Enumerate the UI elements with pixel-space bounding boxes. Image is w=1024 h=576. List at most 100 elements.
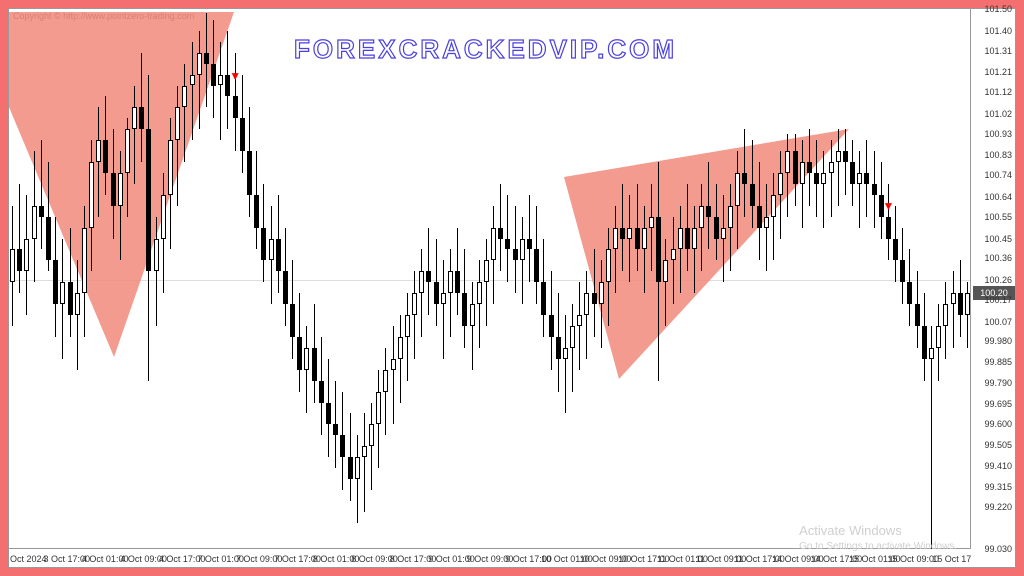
candle[interactable] bbox=[498, 184, 503, 271]
candle[interactable] bbox=[46, 162, 51, 271]
candle[interactable] bbox=[671, 217, 676, 304]
candle[interactable] bbox=[864, 140, 869, 217]
candle[interactable] bbox=[276, 195, 281, 293]
candle[interactable] bbox=[491, 206, 496, 304]
candle[interactable] bbox=[785, 134, 790, 217]
candle[interactable] bbox=[699, 184, 704, 271]
candle[interactable] bbox=[383, 348, 388, 435]
candle[interactable] bbox=[355, 435, 360, 522]
candle[interactable] bbox=[348, 413, 353, 500]
candle[interactable] bbox=[649, 184, 654, 271]
candle[interactable] bbox=[706, 162, 711, 249]
candle[interactable] bbox=[627, 195, 632, 282]
candle[interactable] bbox=[434, 239, 439, 326]
candle[interactable] bbox=[513, 206, 518, 293]
candle[interactable] bbox=[936, 304, 941, 381]
candle[interactable] bbox=[951, 271, 956, 348]
candle[interactable] bbox=[836, 129, 841, 206]
candle[interactable] bbox=[721, 195, 726, 282]
candle[interactable] bbox=[922, 293, 927, 380]
candle[interactable] bbox=[60, 239, 65, 359]
candle[interactable] bbox=[441, 260, 446, 358]
candle[interactable] bbox=[82, 206, 87, 337]
candle[interactable] bbox=[154, 217, 159, 326]
candle[interactable] bbox=[10, 206, 15, 326]
candle[interactable] bbox=[735, 151, 740, 249]
candle[interactable] bbox=[807, 129, 812, 206]
candle[interactable] bbox=[304, 326, 309, 413]
candle[interactable] bbox=[778, 151, 783, 238]
candle[interactable] bbox=[405, 293, 410, 380]
candle[interactable] bbox=[821, 151, 826, 228]
candle[interactable] bbox=[146, 75, 151, 381]
candle[interactable] bbox=[297, 293, 302, 391]
candle[interactable] bbox=[642, 206, 647, 293]
candle[interactable] bbox=[233, 53, 238, 151]
candle[interactable] bbox=[771, 173, 776, 260]
candle[interactable] bbox=[527, 195, 532, 282]
candle[interactable] bbox=[426, 228, 431, 315]
candle[interactable] bbox=[340, 392, 345, 490]
candle[interactable] bbox=[620, 184, 625, 271]
candle[interactable] bbox=[261, 184, 266, 282]
candle[interactable] bbox=[412, 271, 417, 358]
candle[interactable] bbox=[757, 162, 762, 260]
candle[interactable] bbox=[692, 206, 697, 293]
candle[interactable] bbox=[606, 228, 611, 326]
candle[interactable] bbox=[283, 228, 288, 326]
candle[interactable] bbox=[958, 260, 963, 337]
candle[interactable] bbox=[247, 107, 252, 216]
candle[interactable] bbox=[53, 217, 58, 337]
candle[interactable] bbox=[290, 260, 295, 358]
candle[interactable] bbox=[678, 206, 683, 293]
candle[interactable] bbox=[175, 86, 180, 206]
candle[interactable] bbox=[635, 184, 640, 271]
candle[interactable] bbox=[326, 359, 331, 457]
candle[interactable] bbox=[96, 107, 101, 216]
candle[interactable] bbox=[39, 140, 44, 249]
candle[interactable] bbox=[269, 206, 274, 304]
candle[interactable] bbox=[907, 249, 912, 326]
candle[interactable] bbox=[333, 381, 338, 468]
candle[interactable] bbox=[182, 64, 187, 162]
candle[interactable] bbox=[168, 118, 173, 249]
candle[interactable] bbox=[793, 134, 798, 206]
candle[interactable] bbox=[17, 184, 22, 293]
candle[interactable] bbox=[376, 370, 381, 468]
candle[interactable] bbox=[900, 228, 905, 305]
candle[interactable] bbox=[570, 304, 575, 391]
candle[interactable] bbox=[886, 184, 891, 261]
candle[interactable] bbox=[599, 260, 604, 347]
candle[interactable] bbox=[750, 140, 755, 227]
candle[interactable] bbox=[89, 140, 94, 271]
candle[interactable] bbox=[549, 271, 554, 369]
candle[interactable] bbox=[477, 260, 482, 347]
candle[interactable] bbox=[577, 282, 582, 369]
candle[interactable] bbox=[829, 140, 834, 217]
candle[interactable] bbox=[541, 239, 546, 337]
candle[interactable] bbox=[132, 86, 137, 184]
candle[interactable] bbox=[728, 184, 733, 271]
candle[interactable] bbox=[857, 151, 862, 228]
candle[interactable] bbox=[462, 249, 467, 347]
candle[interactable] bbox=[455, 228, 460, 315]
candle[interactable] bbox=[520, 217, 525, 304]
candle[interactable] bbox=[139, 53, 144, 162]
candle[interactable] bbox=[563, 315, 568, 413]
candle[interactable] bbox=[240, 75, 245, 173]
candle[interactable] bbox=[419, 249, 424, 336]
candle[interactable] bbox=[929, 326, 934, 549]
candle[interactable] bbox=[125, 118, 130, 216]
candle[interactable] bbox=[505, 195, 510, 282]
candle[interactable] bbox=[685, 184, 690, 271]
candle[interactable] bbox=[943, 282, 948, 359]
candle[interactable] bbox=[872, 151, 877, 228]
plot-area[interactable]: ▼▼ bbox=[9, 9, 971, 549]
candle[interactable] bbox=[319, 337, 324, 435]
chart-container[interactable]: Copyright © http://www.pointzero-trading… bbox=[8, 8, 1016, 568]
candle[interactable] bbox=[556, 293, 561, 391]
candle[interactable] bbox=[369, 403, 374, 490]
candle[interactable] bbox=[68, 228, 73, 337]
candle[interactable] bbox=[161, 173, 166, 293]
candle[interactable] bbox=[814, 140, 819, 217]
